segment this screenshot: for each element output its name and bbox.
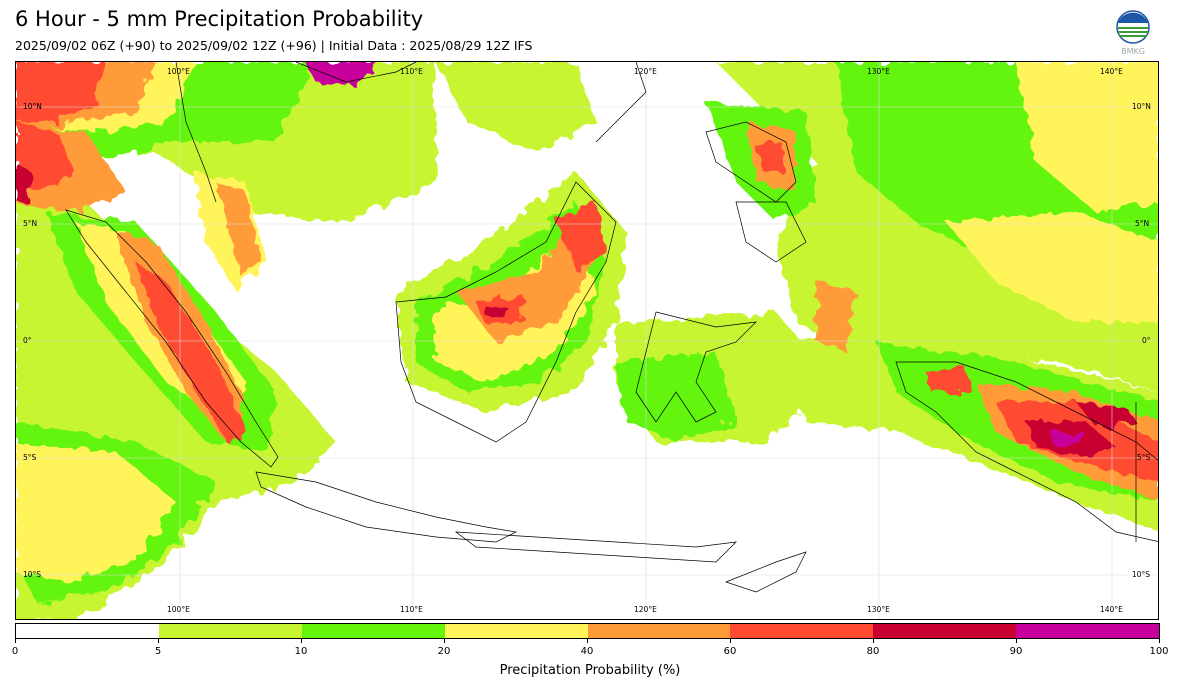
colorbar-tick-mark — [873, 639, 874, 643]
colorbar-segment — [301, 624, 445, 638]
colorbar-tick-mark — [587, 639, 588, 643]
lat-label-left-10s: 10°S — [23, 570, 42, 579]
colorbar-tick-label: 5 — [154, 646, 162, 657]
colorbar-tick-label: 60 — [723, 646, 737, 657]
lat-label-left-5n: 5°N — [23, 219, 38, 228]
colorbar-tick-label: 90 — [1009, 646, 1023, 657]
colorbar-tick-label: 20 — [437, 646, 451, 657]
lon-label-bottom-140: 140°E — [1100, 605, 1123, 614]
colorbar-segment — [158, 624, 302, 638]
lon-label-top-120: 120°E — [634, 67, 657, 76]
colorbar-tick-mark — [444, 639, 445, 643]
bmkg-logo-icon: BMKG — [1113, 10, 1153, 56]
map-graticule — [16, 62, 1158, 619]
lat-label-left-0: 0° — [23, 336, 32, 345]
lat-label-right-10s: 10°S — [1132, 570, 1151, 579]
colorbar-tick-label: 100 — [1149, 646, 1169, 657]
lat-label-left-5s: 5°S — [23, 453, 37, 462]
colorbar-tick-mark — [158, 639, 159, 643]
lon-label-bottom-120: 120°E — [634, 605, 657, 614]
chart-subtitle: 2025/09/02 06Z (+90) to 2025/09/02 12Z (… — [15, 38, 533, 53]
colorbar-tick-mark — [1016, 639, 1017, 643]
lon-label-top-130: 130°E — [867, 67, 890, 76]
precipitation-field — [16, 62, 1158, 619]
lon-label-bottom-100: 100°E — [167, 605, 190, 614]
colorbar-segment — [873, 624, 1017, 638]
colorbar-tick-label: 0 — [11, 646, 19, 657]
colorbar — [15, 623, 1160, 639]
colorbar-tick-mark — [15, 639, 16, 643]
colorbar-segment — [1016, 624, 1159, 638]
lat-label-right-5n: 5°N — [1135, 219, 1150, 228]
colorbar-segment — [587, 624, 731, 638]
precipitation-map[interactable] — [15, 61, 1159, 620]
lat-label-right-10n: 10°N — [1132, 102, 1151, 111]
lon-label-bottom-110: 110°E — [400, 605, 423, 614]
colorbar-tick-label: 80 — [866, 646, 880, 657]
logo-text: BMKG — [1121, 47, 1145, 56]
colorbar-title: Precipitation Probability (%) — [499, 663, 681, 678]
colorbar-tick-mark — [730, 639, 731, 643]
colorbar-tick-label: 10 — [294, 646, 308, 657]
colorbar-segment — [16, 624, 159, 638]
lat-label-right-0: 0° — [1142, 336, 1151, 345]
lon-label-top-100: 100°E — [167, 67, 190, 76]
coastlines — [65, 62, 1158, 593]
chart-title: 6 Hour - 5 mm Precipitation Probability — [15, 7, 424, 31]
colorbar-tick-label: 40 — [580, 646, 594, 657]
colorbar-segment — [444, 624, 588, 638]
lon-label-top-140: 140°E — [1100, 67, 1123, 76]
lat-label-right-5s: 5°S — [1137, 453, 1151, 462]
colorbar-tick-mark — [301, 639, 302, 643]
colorbar-segment — [730, 624, 874, 638]
lat-label-left-10n: 10°N — [23, 102, 42, 111]
colorbar-tick-mark — [1159, 639, 1160, 643]
lon-label-top-110: 110°E — [400, 67, 423, 76]
lon-label-bottom-130: 130°E — [867, 605, 890, 614]
